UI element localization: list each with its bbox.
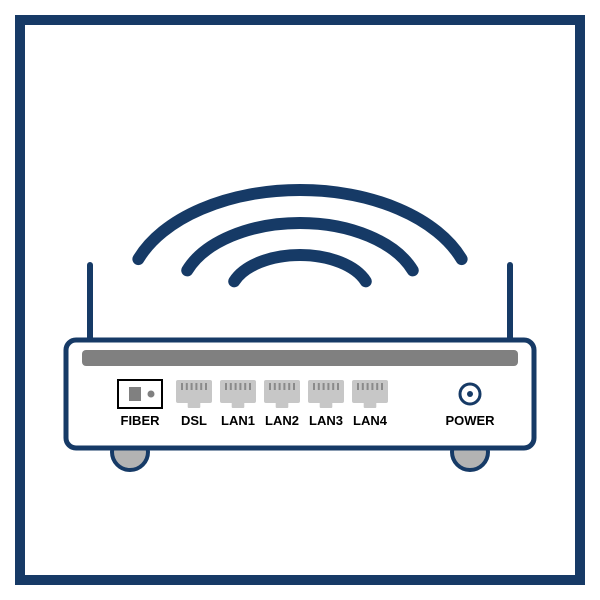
- port-label-lan4: LAN4: [353, 413, 388, 428]
- fiber-jack: [129, 387, 141, 401]
- fiber-label: FIBER: [121, 413, 161, 428]
- port-label-lan1: LAN1: [221, 413, 255, 428]
- port-label-lan2: LAN2: [265, 413, 299, 428]
- port-label-dsl: DSL: [181, 413, 207, 428]
- router-top-bar: [82, 350, 518, 366]
- router-diagram: FIBER DSL LAN1 LAN2 LAN3 LAN4 POWER: [0, 0, 600, 600]
- wifi-arc: [234, 255, 366, 281]
- port-label-lan3: LAN3: [309, 413, 343, 428]
- power-label: POWER: [445, 413, 495, 428]
- fiber-jack-dot: [148, 391, 155, 398]
- frame-border: [20, 20, 580, 580]
- wifi-arc: [187, 223, 413, 270]
- power-jack-pin: [467, 391, 473, 397]
